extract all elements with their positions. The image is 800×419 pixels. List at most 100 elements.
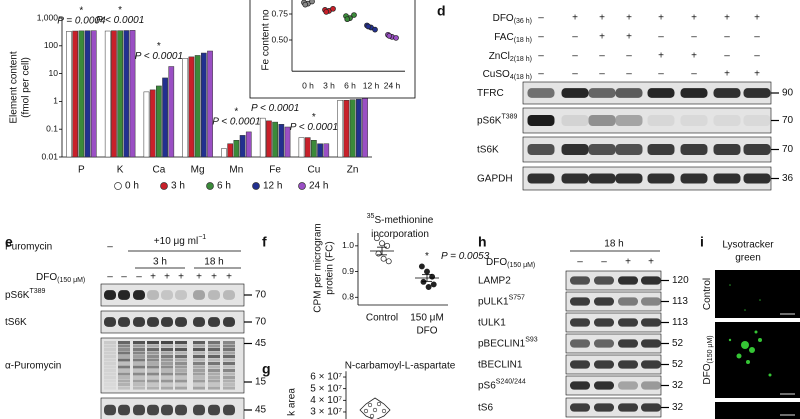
blot-label-sup: T389 (29, 288, 45, 295)
band (588, 115, 616, 126)
band (193, 369, 205, 373)
legend-label: 6 h (217, 181, 231, 192)
band (193, 348, 205, 352)
band (118, 379, 130, 383)
band (641, 297, 661, 306)
band (641, 276, 661, 285)
image-row-label-text: DFO (702, 363, 713, 384)
band (680, 173, 708, 184)
band (208, 358, 220, 362)
band (561, 115, 589, 126)
band (193, 362, 205, 366)
band (561, 144, 589, 155)
bar (168, 66, 175, 158)
band (147, 372, 159, 376)
band (161, 351, 173, 355)
bar (78, 30, 85, 158)
image-row-label: Control (702, 278, 713, 310)
band (161, 404, 173, 416)
blot-label-text: pBECLIN1 (478, 338, 526, 349)
band (223, 362, 235, 366)
band (208, 404, 220, 416)
band (147, 341, 159, 345)
bar (284, 126, 291, 158)
x-tick-label: 150 μM (410, 313, 444, 324)
blot-label-text: α-Puromycin (5, 360, 61, 371)
bar (317, 143, 323, 158)
band (175, 358, 187, 362)
y-tick-label: 5 × 10⁷ (310, 383, 342, 394)
y-tick-label: 0.75 (271, 8, 288, 18)
blot-label-text: tS6 (478, 402, 493, 413)
band (570, 360, 590, 369)
y-tick-label: 10 (49, 68, 59, 78)
band (133, 372, 145, 376)
blot-label-sup: S757 (509, 295, 525, 302)
condition-label-text: FAC (494, 32, 513, 43)
band (223, 358, 235, 362)
bar (227, 143, 234, 158)
band (223, 351, 235, 355)
band (193, 404, 205, 416)
lysosome-signal (728, 338, 732, 342)
band (193, 290, 205, 300)
treatment-dose: +10 μg ml−1 (154, 234, 206, 246)
blot-label-text: tS6K (477, 144, 499, 155)
band (175, 372, 187, 376)
bar (266, 120, 272, 158)
band (104, 372, 116, 376)
bar (245, 131, 252, 158)
band (618, 403, 638, 412)
band (161, 372, 173, 376)
blot-label: tBECLIN1 (478, 359, 523, 370)
violin-point (372, 407, 378, 413)
significance-star: * (425, 251, 429, 262)
band (615, 115, 643, 126)
y-axis-label: (fmol per cell) (21, 57, 32, 118)
band (118, 376, 130, 380)
band (647, 88, 675, 98)
condition-sign: – (136, 272, 142, 283)
bar (84, 30, 91, 158)
x-tick-label: Fe (269, 165, 281, 176)
blot-label-sup: S93 (525, 337, 538, 344)
y-axis-label: k area (287, 388, 298, 416)
band (615, 144, 643, 155)
blot-label: GAPDH (477, 173, 513, 184)
bar (272, 121, 278, 158)
chart-title-text: S-methionine (374, 215, 433, 226)
p-value: P < 0.0001 (135, 51, 183, 62)
band (527, 173, 555, 184)
significance-star: * (312, 112, 316, 123)
marker-label: 70 (782, 115, 794, 126)
band (175, 379, 187, 383)
band (594, 339, 614, 348)
significance-star: * (118, 5, 122, 16)
chart-title-sup: 35 (367, 213, 375, 220)
x-tick-label: Cu (307, 165, 320, 176)
x-tick-label: Mg (191, 165, 205, 176)
band (104, 344, 116, 348)
condition-label: DFO(150 μM) (36, 272, 85, 285)
data-point (380, 255, 387, 262)
band (208, 376, 220, 380)
marker-label: 32 (672, 380, 684, 391)
condition-sign: + (648, 257, 654, 268)
p-value: P < 0.0001 (212, 117, 260, 128)
band (208, 290, 220, 300)
blot-label: pS6S240/244 (478, 379, 526, 391)
image-row-label-sub: (150 μM) (707, 335, 714, 363)
violin-point (376, 401, 382, 407)
band (175, 376, 187, 380)
band (175, 290, 187, 300)
band (133, 383, 145, 387)
band (647, 115, 675, 126)
legend-swatch (298, 182, 306, 190)
lysosome-signal (736, 353, 742, 359)
band (147, 383, 159, 387)
band (161, 362, 173, 366)
band (641, 339, 661, 348)
band (118, 290, 130, 300)
marker-label: 36 (782, 173, 794, 184)
